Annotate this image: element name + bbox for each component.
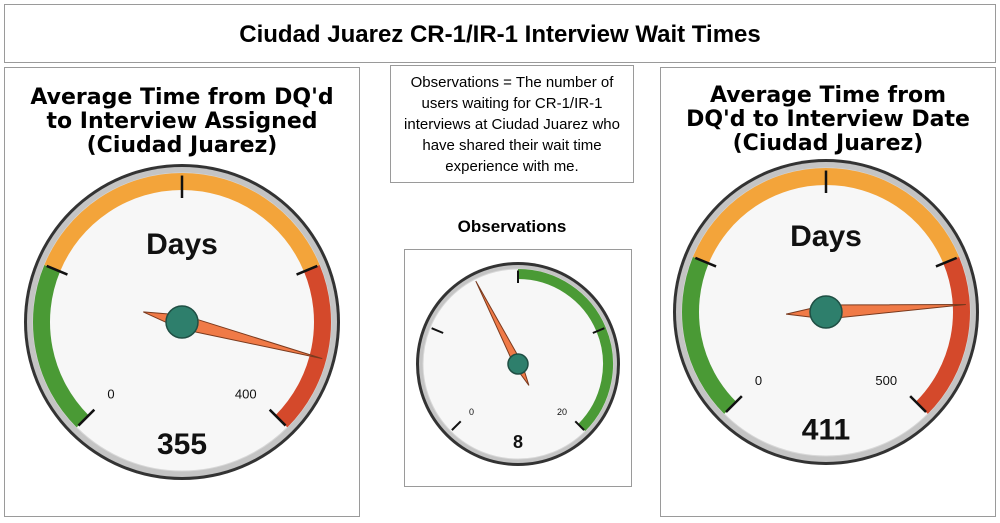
interview-date-gauge: 0 500 Days 411 [673,159,979,465]
observations-gauge-tick [451,420,462,431]
interview-date-gauge-tick [725,395,743,413]
observations-gauge-tick [574,420,585,431]
assigned-gauge-max-label: 400 [235,387,257,402]
assigned-gauge-title-line: (Ciudad Juarez) [86,133,278,158]
observations-note: Observations = The number of users waiti… [390,65,634,183]
interview-date-gauge-hub [809,295,843,329]
interview-date-gauge-unit-label: Days [790,220,862,253]
observations-gauge-hub [507,353,529,375]
observations-gauge-tick [592,327,605,334]
observations-gauge-title: Observations [457,217,567,236]
observations-gauge: 0 20 8 [416,262,620,466]
assigned-gauge-hub [165,305,199,339]
header-banner: Ciudad Juarez CR-1/IR-1 Interview Wait T… [4,4,996,63]
assigned-gauge: 0 400 Days 355 [24,164,340,480]
interview-date-gauge-title-line: (Ciudad Juarez) [732,131,924,156]
assigned-gauge-tick [77,408,96,427]
interview-date-gauge-band-green [682,256,737,414]
assigned-gauge-tick [268,408,287,427]
assigned-gauge-band-red [275,264,331,428]
assigned-gauge-tick [46,264,68,276]
assigned-gauge-value: 355 [157,428,207,461]
assigned-gauge-title-line: Average Time from DQ'd [30,85,334,110]
assigned-gauge-band-green [33,264,89,428]
interview-date-gauge-band-red [915,256,970,414]
page-title: Ciudad Juarez CR-1/IR-1 Interview Wait T… [239,21,761,48]
assigned-gauge-min-label: 0 [107,387,114,402]
interview-date-gauge-tick [935,256,958,268]
interview-date-gauge-title: Average Time from DQ'd to Interview Date… [660,84,996,156]
interview-date-gauge-max-label: 500 [875,373,897,388]
interview-date-gauge-title-line: Average Time from [709,83,947,108]
assigned-gauge-title: Average Time from DQ'd to Interview Assi… [4,86,360,158]
interview-date-gauge-tick [909,395,927,413]
interview-date-gauge-value: 411 [802,414,850,447]
observations-gauge-value: 8 [513,432,523,452]
observations-gauge-min-label: 0 [469,407,474,417]
observations-note-text: Observations = The number of users waiti… [404,74,620,175]
interview-date-gauge-min-label: 0 [755,373,762,388]
assigned-gauge-title-line: to Interview Assigned [46,109,318,134]
interview-date-gauge-tick [694,256,717,268]
observations-gauge-max-label: 20 [557,407,567,417]
interview-date-gauge-title-line: DQ'd to Interview Date [686,107,970,132]
assigned-gauge-tick [296,264,318,276]
assigned-gauge-unit-label: Days [146,228,218,261]
observations-gauge-tick [431,327,444,334]
